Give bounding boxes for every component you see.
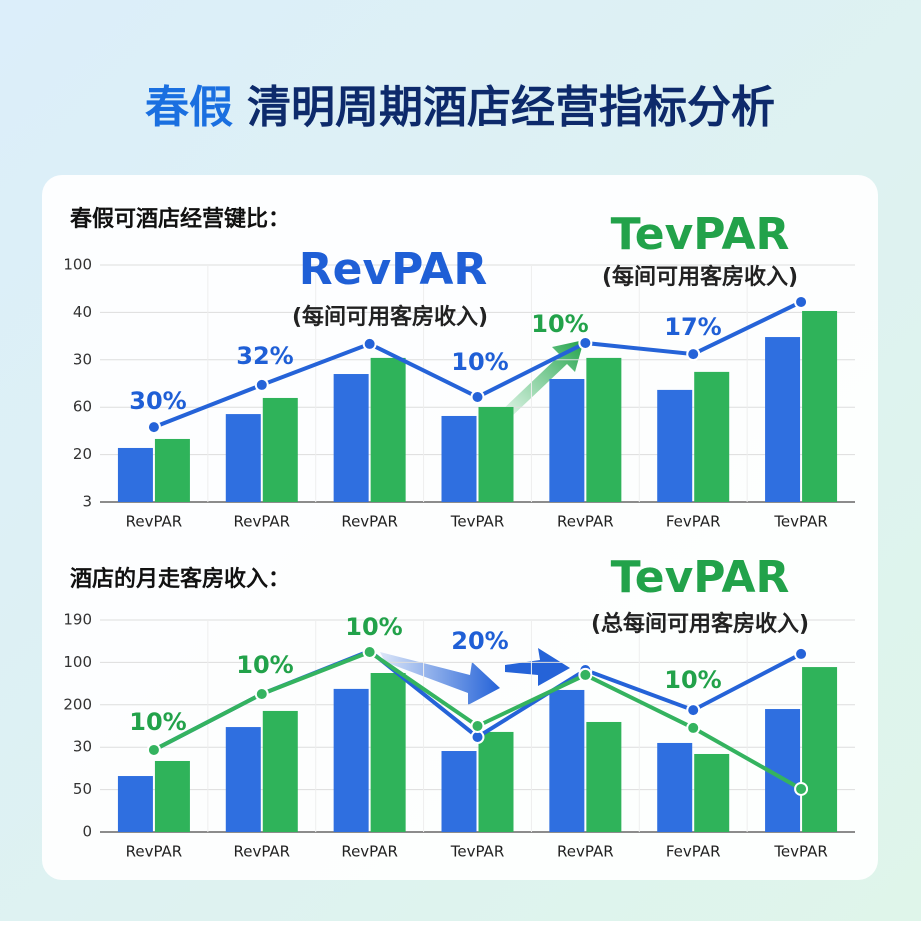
x-tick-label: TevPAR [773, 843, 828, 861]
x-tick-label: RevPAR [341, 843, 398, 861]
line-point [794, 646, 809, 661]
page-title: 春假 清明周期酒店经营指标分析 [145, 82, 775, 133]
x-tick-label: RevPAR [341, 513, 398, 531]
bar [262, 397, 298, 502]
bar [441, 751, 477, 832]
x-tick-label: FevPAR [666, 513, 721, 531]
bar [333, 374, 369, 502]
growth-label: 10% [664, 666, 721, 694]
bar [154, 438, 190, 502]
line-point [686, 347, 701, 362]
y-tick-label: 3 [82, 493, 92, 511]
annotation: TevPAR [611, 552, 790, 603]
line-point [146, 420, 161, 435]
y-tick-label: 100 [63, 653, 92, 671]
bar [657, 389, 693, 502]
y-tick-label: 200 [63, 695, 92, 713]
bar [549, 378, 585, 502]
bar [117, 447, 153, 502]
line-point [470, 719, 485, 733]
line-point [794, 781, 809, 796]
annotation: RevPAR [299, 244, 488, 295]
x-tick-label: TevPAR [450, 843, 505, 861]
growth-label: 10% [236, 651, 293, 679]
growth-label: 10% [451, 348, 508, 376]
growth-label: 30% [129, 387, 186, 415]
bar [478, 406, 514, 502]
growth-label: 17% [664, 313, 721, 341]
y-tick-label: 50 [73, 780, 92, 798]
growth-label: 10% [129, 708, 186, 736]
line-point [578, 335, 593, 350]
line-point [794, 294, 809, 309]
bar [225, 414, 261, 502]
bar [441, 415, 477, 502]
bar [694, 371, 730, 502]
line-point [470, 390, 485, 405]
bar [117, 776, 153, 832]
y-tick-label: 30 [73, 738, 92, 756]
title-part: 春假 [145, 82, 233, 133]
bar [333, 688, 369, 832]
x-tick-label: RevPAR [126, 513, 183, 531]
growth-label: 10% [531, 310, 588, 338]
bar [262, 710, 298, 832]
annotation: (每间可用客房收入) [292, 304, 488, 330]
bar [694, 753, 730, 832]
line-point [686, 720, 701, 735]
bar [802, 310, 838, 502]
bar [657, 742, 693, 832]
y-tick-label: 190 [63, 611, 92, 629]
bar [549, 689, 585, 832]
line-point [362, 645, 377, 660]
line-point [254, 686, 269, 701]
bar [370, 357, 406, 502]
bar [154, 760, 190, 832]
x-tick-label: RevPAR [557, 843, 614, 861]
y-tick-label: 40 [73, 303, 92, 321]
annotation: (每间可用客房收入) [602, 264, 798, 290]
title-part: 清明周期酒店经营指标分析 [247, 82, 775, 133]
x-tick-label: TevPAR [773, 513, 828, 531]
y-tick-label: 0 [82, 823, 92, 841]
bar [586, 721, 622, 832]
bar [370, 673, 406, 832]
line-point [686, 703, 701, 718]
chart-subtitle: 春假可酒店经营键比： [70, 206, 290, 232]
growth-label: 32% [236, 342, 293, 370]
growth-label: 10% [345, 613, 402, 641]
arrow [505, 648, 570, 686]
bar [225, 727, 261, 832]
annotation: (总每间可用客房收入) [591, 611, 809, 637]
x-tick-label: RevPAR [233, 843, 290, 861]
bar [802, 667, 838, 832]
x-tick-label: TevPAR [450, 513, 505, 531]
line-point [578, 667, 593, 682]
x-tick-label: RevPAR [126, 843, 183, 861]
chart-subtitle: 酒店的月走客房收入： [70, 566, 290, 592]
line-point [362, 336, 377, 351]
bar [765, 337, 801, 502]
bar [478, 731, 514, 832]
y-tick-label: 20 [73, 445, 92, 463]
x-tick-label: RevPAR [233, 513, 290, 531]
line-point [146, 742, 161, 757]
line-point [254, 377, 269, 392]
x-tick-label: FevPAR [666, 843, 721, 861]
growth-label: 20% [451, 627, 508, 655]
arrow [380, 652, 500, 705]
y-tick-label: 60 [73, 398, 92, 416]
x-tick-label: RevPAR [557, 513, 614, 531]
y-tick-label: 100 [63, 256, 92, 274]
bar [586, 357, 622, 502]
y-tick-label: 30 [73, 350, 92, 368]
annotation: TevPAR [611, 209, 790, 260]
